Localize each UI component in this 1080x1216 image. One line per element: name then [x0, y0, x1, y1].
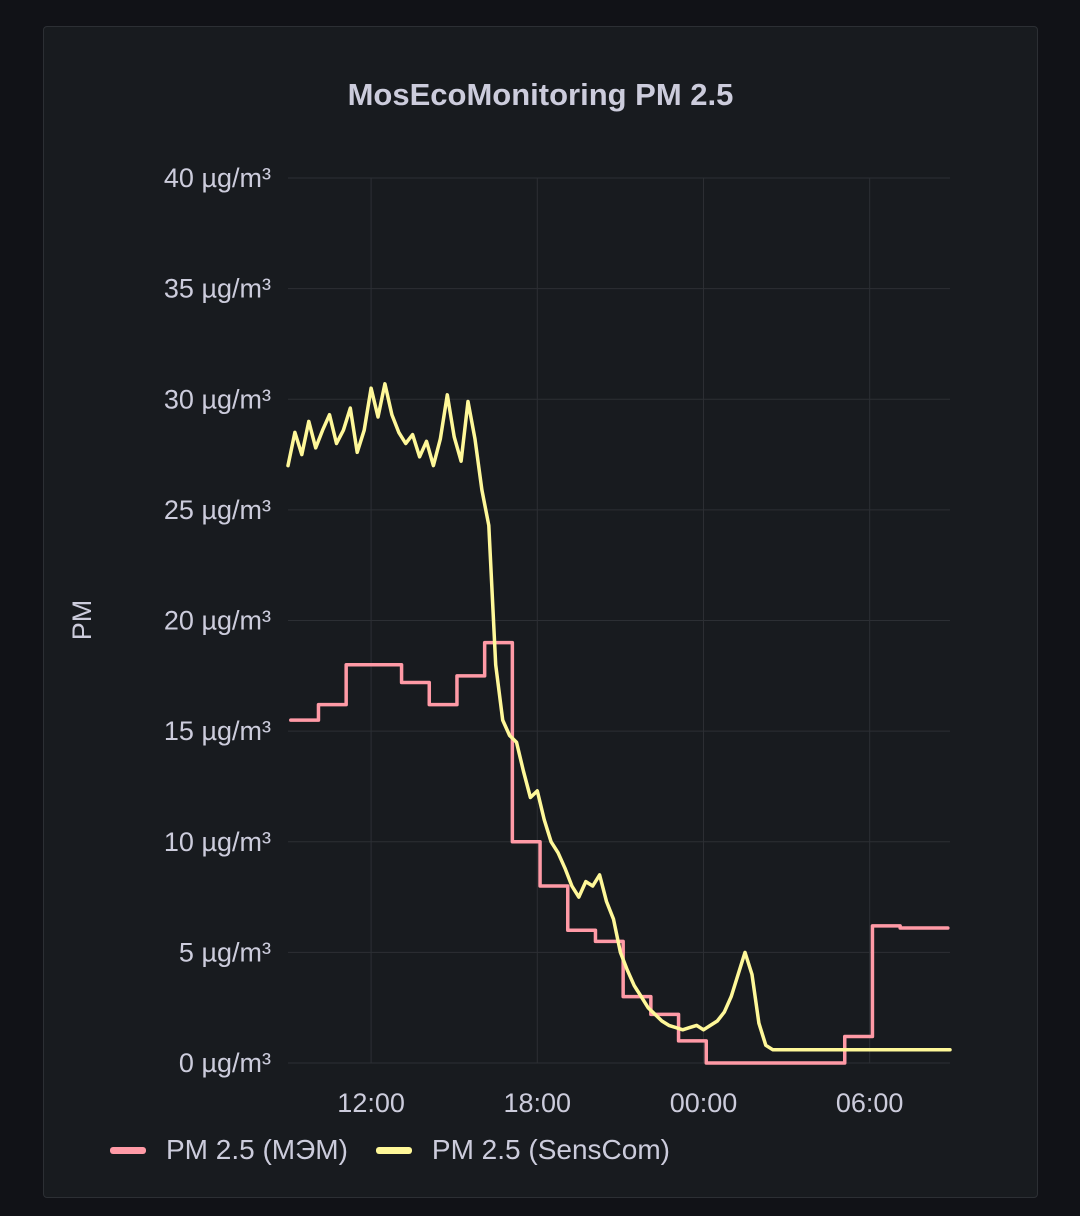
x-tick-label: 00:00	[670, 1088, 738, 1118]
legend: PM 2.5 (МЭМ) PM 2.5 (SensCom)	[110, 1134, 670, 1166]
legend-item-senscom[interactable]: PM 2.5 (SensCom)	[375, 1134, 670, 1166]
legend-swatch-senscom	[375, 1146, 412, 1154]
legend-swatch-mem	[110, 1146, 146, 1154]
y-axis-label: PM	[67, 600, 97, 641]
legend-label-mem: PM 2.5 (МЭМ)	[166, 1134, 348, 1165]
y-tick-label: 40 µg/m³	[164, 163, 271, 193]
panel-title: MosEcoMonitoring PM 2.5	[347, 77, 734, 112]
series-line-mem	[289, 640, 950, 1065]
y-tick-label: 15 µg/m³	[164, 716, 271, 746]
y-tick-label: 10 µg/m³	[164, 827, 271, 857]
x-tick-label: 18:00	[503, 1088, 571, 1118]
y-tick-label: 0 µg/m³	[179, 1048, 271, 1078]
chart-panel: MosEcoMonitoring PM 2.5	[43, 26, 1038, 1198]
series-lines	[286, 382, 952, 1065]
x-tick-label: 12:00	[337, 1088, 405, 1118]
y-tick-label: 5 µg/m³	[179, 937, 271, 967]
x-axis-ticks: 12:00 18:00 00:00 06:00	[337, 1088, 903, 1118]
y-tick-label: 25 µg/m³	[164, 495, 271, 525]
legend-item-mem[interactable]: PM 2.5 (МЭМ)	[110, 1134, 348, 1166]
y-tick-label: 20 µg/m³	[164, 606, 271, 636]
series-line-senscom	[286, 382, 952, 1052]
legend-label-senscom: PM 2.5 (SensCom)	[431, 1134, 670, 1165]
y-tick-label: 30 µg/m³	[164, 384, 271, 414]
y-axis-ticks: 0 µg/m³ 5 µg/m³ 10 µg/m³ 15 µg/m³ 20 µg/m³ 25…	[164, 163, 271, 1078]
y-tick-label: 35 µg/m³	[164, 274, 271, 304]
x-tick-label: 06:00	[836, 1088, 904, 1118]
grid	[288, 177, 950, 1064]
